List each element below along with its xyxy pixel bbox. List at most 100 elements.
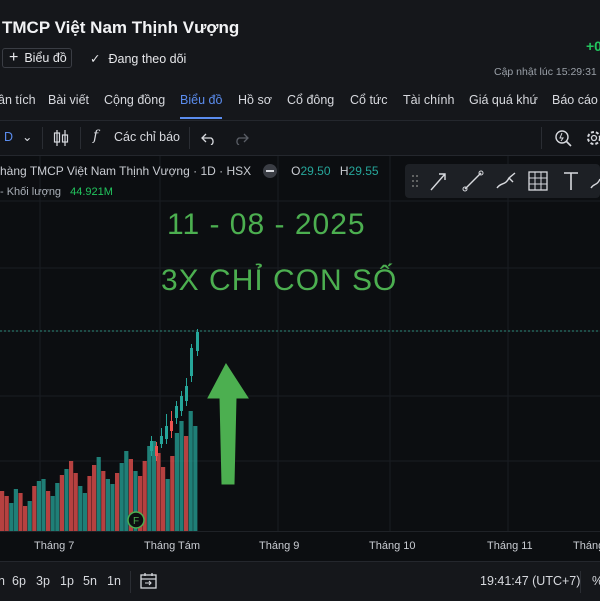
grid-tool-icon[interactable]: [528, 171, 548, 191]
drawing-tools: [412, 170, 600, 192]
trend-line-icon[interactable]: [462, 170, 484, 192]
open-key: O: [291, 164, 301, 178]
volume-bar: [78, 486, 83, 531]
divider: [80, 127, 81, 149]
gear-icon[interactable]: [585, 128, 600, 148]
divider: [130, 571, 131, 593]
active-tab-indicator: [180, 117, 222, 119]
volume-bar: [128, 459, 133, 531]
volume-bar: [174, 433, 179, 531]
open-value: 29.50: [300, 164, 331, 178]
volume-bar: [161, 467, 166, 531]
annotation-date: 11 - 08 - 2025: [167, 208, 366, 241]
quick-search-icon[interactable]: [554, 129, 572, 147]
volume-bar: [92, 465, 97, 531]
axis-label-october: Tháng 10: [369, 540, 416, 552]
volume-bar: [101, 471, 106, 531]
redo-icon[interactable]: [233, 131, 249, 145]
volume-bar: [188, 411, 193, 531]
tab-shareholders[interactable]: Cổ đông: [287, 93, 335, 107]
tab-bar: ân tích Bài viết Cộng đồng Biểu đồ Hồ sơ…: [0, 82, 600, 121]
volume-bar: [165, 479, 170, 531]
event-marker-label: F: [133, 516, 139, 527]
divider: [189, 127, 190, 149]
candle-body: [185, 386, 188, 401]
ohlc-values: O29.50 H29.55: [291, 164, 378, 178]
range-1m[interactable]: 1p: [60, 574, 74, 588]
volume-bar: [73, 473, 78, 531]
tab-dividends[interactable]: Cổ tức: [350, 93, 388, 107]
follow-button[interactable]: ✓ Đang theo dõi: [90, 51, 186, 67]
arrow-tool-icon[interactable]: [430, 173, 446, 191]
range-6m[interactable]: 6p: [12, 574, 26, 588]
divider: [42, 127, 43, 149]
indicators-button[interactable]: Các chỉ báo: [114, 130, 181, 144]
volume-bar: [13, 489, 18, 531]
candle-body: [165, 426, 168, 439]
annotation-text: 3X CHỈ CON SỐ: [161, 264, 398, 297]
hide-legend-button[interactable]: [263, 164, 278, 178]
chart-area[interactable]: F: [0, 156, 600, 561]
divider: [541, 127, 542, 149]
brush-icon[interactable]: [590, 178, 600, 189]
candle-body: [175, 406, 178, 418]
clock-timezone[interactable]: 19:41:47 (UTC+7): [480, 574, 581, 588]
tab-reports[interactable]: Báo cáo: [552, 93, 598, 107]
event-marker: [127, 511, 145, 529]
time-axis[interactable]: Tháng 7 Tháng Tám Tháng 9 Tháng 10 Tháng…: [0, 531, 600, 562]
symbol-legend: hàng TMCP Việt Nam Thịnh Vượng · 1D · HS…: [0, 164, 379, 178]
percent-toggle[interactable]: %: [592, 574, 600, 588]
volume-bar: [64, 469, 69, 531]
range-5d[interactable]: 5n: [83, 574, 97, 588]
volume-bar: [82, 493, 87, 531]
minus-icon: [266, 170, 275, 172]
volume-bar: [55, 483, 60, 531]
range-1d[interactable]: 1n: [107, 574, 121, 588]
volume-bar: [133, 471, 138, 531]
page-title: TMCP Việt Nam Thịnh Vượng: [2, 18, 240, 37]
volume-bar: [18, 493, 23, 531]
candle-body: [160, 436, 163, 444]
candle-body: [190, 348, 193, 376]
volume-bar: [110, 484, 115, 531]
axis-label-november: Tháng 11: [487, 540, 533, 552]
interval-selector[interactable]: D: [4, 130, 14, 144]
tab-profile[interactable]: Hồ sơ: [238, 93, 272, 107]
check-icon: ✓: [90, 52, 101, 66]
candle-body: [196, 332, 199, 351]
fx-icon: f: [93, 128, 99, 144]
candle-body: [155, 446, 158, 456]
tab-analysis[interactable]: ân tích: [0, 93, 36, 107]
chart-button[interactable]: + Biểu đồ: [2, 48, 72, 68]
chart-toolbar: D ⌄ f Các chỉ báo: [0, 121, 600, 156]
volume-bar: [138, 476, 143, 531]
volume-bar: [23, 506, 28, 531]
tab-financials[interactable]: Tài chính: [403, 93, 455, 107]
tab-chart[interactable]: Biểu đồ: [180, 93, 223, 107]
volume-bar: [156, 453, 161, 531]
volume-label: - Khối lượng: [0, 186, 62, 198]
candlestick-icon[interactable]: [52, 128, 70, 148]
tab-price-history[interactable]: Giá quá khứ: [469, 93, 538, 107]
drag-handle-icon[interactable]: [412, 175, 418, 187]
tab-articles[interactable]: Bài viết: [48, 93, 89, 107]
volume-value: 44.921M: [70, 186, 113, 198]
brush-icon[interactable]: [496, 172, 516, 189]
undo-icon[interactable]: [201, 131, 217, 145]
volume-bar: [9, 503, 14, 531]
calendar-range-icon[interactable]: [140, 572, 158, 590]
range-partial[interactable]: n: [0, 574, 5, 588]
volume-bar: [69, 461, 74, 531]
tab-community[interactable]: Cộng đồng: [104, 93, 166, 107]
volume-bar: [27, 501, 32, 531]
volume-bar: [36, 481, 41, 531]
axis-label-august: Tháng Tám: [144, 540, 201, 552]
range-3m[interactable]: 3p: [36, 574, 50, 588]
chart-button-label: Biểu đồ: [24, 51, 67, 65]
volume-bar: [59, 475, 64, 531]
drawing-toolbar: [405, 164, 600, 198]
text-tool-icon[interactable]: [564, 172, 578, 190]
chevron-down-icon[interactable]: ⌄: [22, 130, 33, 144]
volume-bar: [179, 421, 184, 531]
volume-bar: [184, 436, 189, 531]
